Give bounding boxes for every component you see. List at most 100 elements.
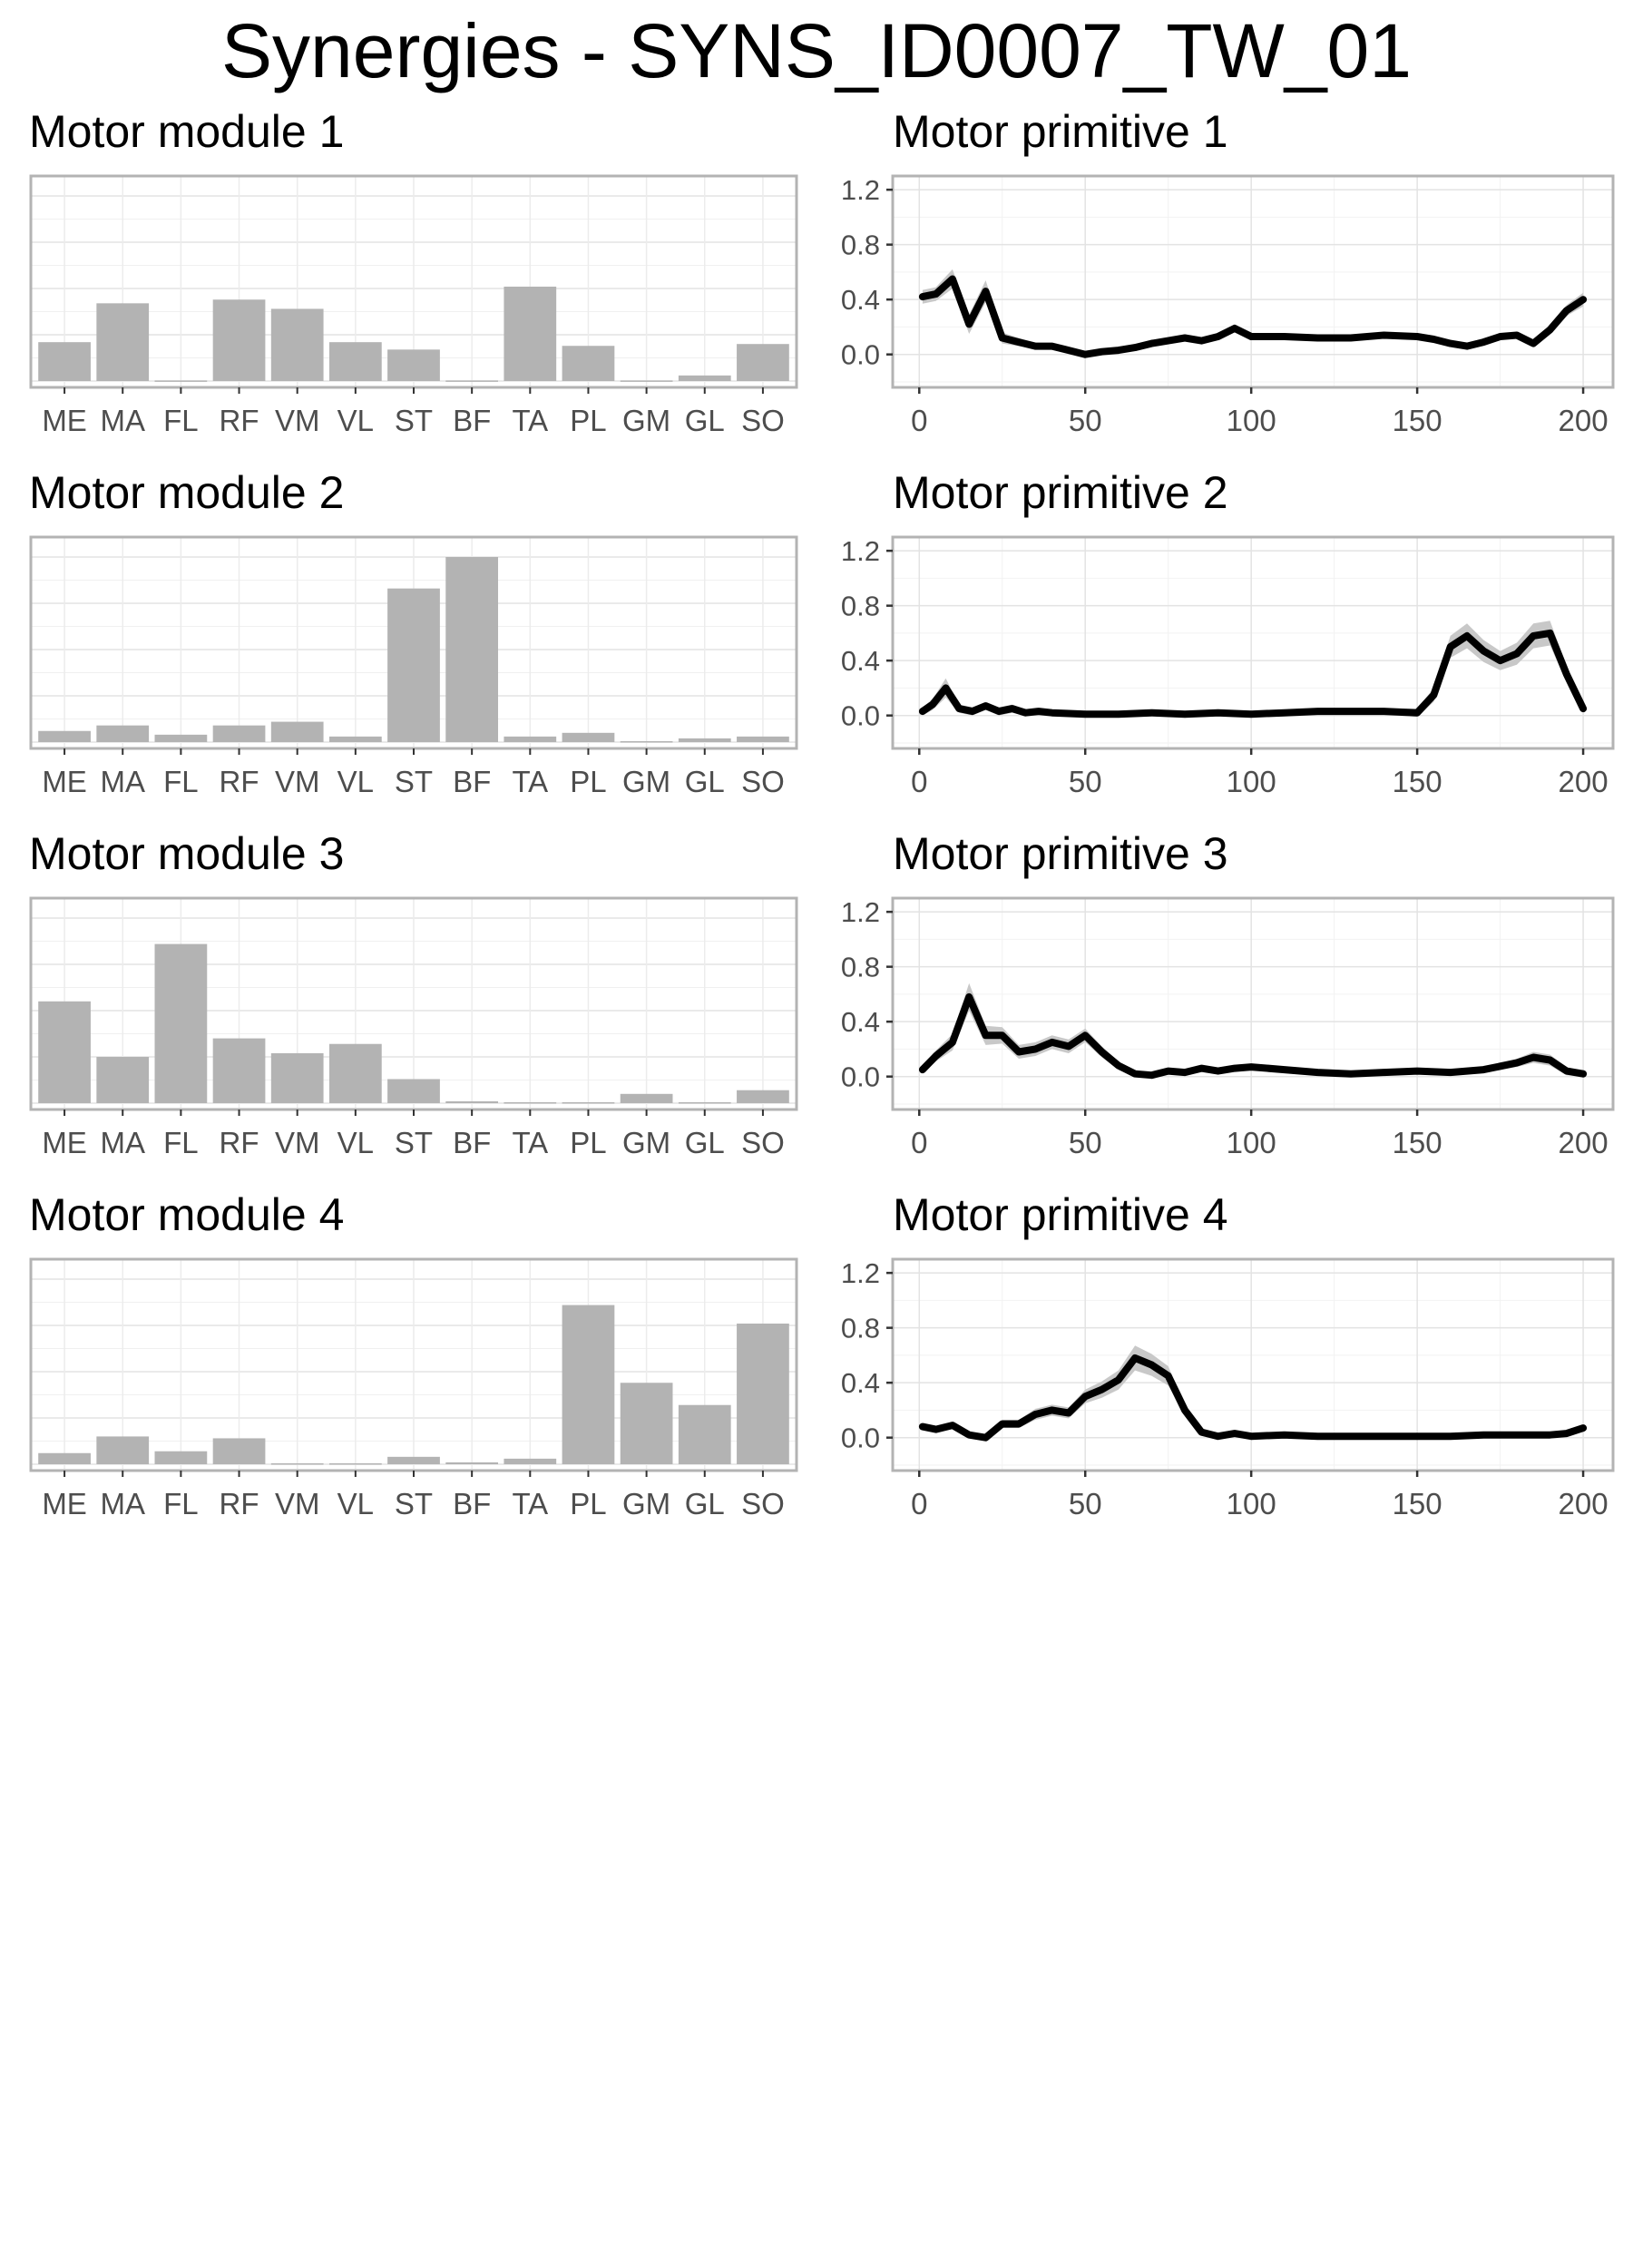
x-tick-label: 150 bbox=[1393, 1126, 1442, 1159]
x-tick-label: 0 bbox=[911, 765, 927, 798]
x-tick-label: 150 bbox=[1393, 765, 1442, 798]
x-tick-label-rf: RF bbox=[220, 1487, 259, 1520]
bar-pl bbox=[562, 346, 615, 381]
x-tick-label-pl: PL bbox=[570, 1126, 606, 1159]
x-tick-label: 200 bbox=[1559, 1126, 1609, 1159]
bar-vm bbox=[270, 308, 324, 381]
x-tick-label-gl: GL bbox=[685, 404, 725, 437]
bar-ta bbox=[504, 286, 557, 381]
bar-st bbox=[387, 1079, 440, 1103]
y-tick-label: 0.4 bbox=[841, 645, 880, 677]
line-chart-primitive-3: 0.0 0.4 0.8 1.2 0 50 100 150 200 bbox=[841, 896, 1615, 1159]
bar-gm bbox=[620, 1093, 673, 1103]
x-tick-label: 0 bbox=[911, 1487, 927, 1520]
x-tick-label-bf: BF bbox=[453, 404, 491, 437]
y-tick-label: 1.2 bbox=[841, 1257, 880, 1289]
panel-module-2: Motor module 2 ME MA FL RF VM VL ST BF TA PL GM GL S… bbox=[29, 463, 800, 798]
y-tick-label: 0.4 bbox=[841, 284, 880, 316]
line-chart-primitive-2: 0.0 0.4 0.8 1.2 0 50 100 150 200 bbox=[841, 535, 1615, 798]
x-tick-label-vl: VL bbox=[337, 1126, 374, 1159]
x-tick-label-pl: PL bbox=[570, 404, 606, 437]
x-tick-label: 100 bbox=[1227, 404, 1276, 437]
bar-so bbox=[737, 736, 789, 742]
line-chart-primitive-4: 0.0 0.4 0.8 1.2 0 50 100 150 200 bbox=[841, 1257, 1615, 1520]
bar-chart-module-2: ME MA FL RF VM VL ST BF TA PL GM GL SO bbox=[29, 535, 798, 798]
bar-gl bbox=[678, 1404, 731, 1464]
bar-ma bbox=[96, 1436, 150, 1464]
bar-rf bbox=[212, 299, 266, 381]
panel-title: Motor module 3 bbox=[29, 828, 345, 879]
x-tick-label-ma: MA bbox=[100, 1487, 145, 1520]
panel-primitive-4: Motor primitive 4 0.0 0.4 0.8 1.2 0 50 100 150 2… bbox=[827, 1185, 1617, 1520]
bar-bf bbox=[445, 1461, 499, 1464]
bar-chart-module-4: ME MA FL RF VM VL ST BF TA PL GM GL SO bbox=[29, 1257, 798, 1520]
series-line bbox=[918, 992, 1588, 1080]
bar-fl bbox=[154, 380, 208, 382]
x-tick-label-rf: RF bbox=[220, 765, 259, 798]
x-tick-label: 50 bbox=[1069, 1126, 1102, 1159]
x-tick-label-ma: MA bbox=[100, 404, 145, 437]
x-tick-label-st: ST bbox=[395, 765, 433, 798]
plot-background bbox=[893, 898, 1613, 1110]
y-tick-label: 0.4 bbox=[841, 1006, 880, 1038]
bar-vm bbox=[270, 1052, 324, 1103]
bar-me bbox=[38, 342, 91, 381]
x-tick-label-pl: PL bbox=[570, 765, 606, 798]
x-tick-label: 200 bbox=[1559, 765, 1609, 798]
x-tick-label-ta: TA bbox=[512, 404, 548, 437]
panel-module-3: Motor module 3 ME MA FL RF VM VL ST BF TA PL GM GL S… bbox=[29, 824, 800, 1159]
y-tick-label: 0.0 bbox=[841, 700, 880, 732]
bar-gl bbox=[678, 738, 731, 742]
panel-module-1: Motor module 1 ME MA FL RF VM VL ST BF TA PL GM GL S… bbox=[29, 102, 800, 437]
x-tick-label-so: SO bbox=[741, 1487, 785, 1520]
y-tick-label: 1.2 bbox=[841, 535, 880, 567]
x-tick-label-st: ST bbox=[395, 1487, 433, 1520]
bar-vl bbox=[328, 342, 382, 381]
panel-primitive-3: Motor primitive 3 0.0 0.4 0.8 1.2 0 50 100 150 2… bbox=[827, 824, 1617, 1159]
bar-pl bbox=[562, 1101, 615, 1104]
x-tick-label: 150 bbox=[1393, 1487, 1442, 1520]
x-tick-label-vl: VL bbox=[337, 765, 374, 798]
panel-title: Motor module 2 bbox=[29, 467, 345, 518]
bar-me bbox=[38, 1452, 91, 1464]
bar-bf bbox=[445, 1100, 499, 1103]
panel-title: Motor module 4 bbox=[29, 1189, 345, 1240]
x-tick-label-me: ME bbox=[42, 765, 87, 798]
x-tick-label-gl: GL bbox=[685, 1487, 725, 1520]
x-tick-label-so: SO bbox=[741, 404, 785, 437]
y-tick-label: 0.0 bbox=[841, 339, 880, 371]
y-tick-label: 0.0 bbox=[841, 1422, 880, 1454]
bar-ta bbox=[504, 1458, 557, 1464]
x-tick-label-me: ME bbox=[42, 1126, 87, 1159]
bar-fl bbox=[154, 943, 208, 1103]
panel-title: Motor module 1 bbox=[29, 106, 345, 157]
x-tick-label: 100 bbox=[1227, 1487, 1276, 1520]
bar-me bbox=[38, 1001, 91, 1103]
bar-pl bbox=[562, 732, 615, 742]
x-tick-label-rf: RF bbox=[220, 404, 259, 437]
x-tick-label-vm: VM bbox=[275, 1487, 320, 1520]
bar-so bbox=[737, 1323, 789, 1464]
y-tick-label: 0.8 bbox=[841, 591, 880, 622]
page-title: Synergies - SYNS_ID0007_TW_01 bbox=[221, 8, 1412, 93]
bar-gm bbox=[620, 380, 673, 382]
bar-st bbox=[387, 349, 440, 381]
y-tick-label: 0.8 bbox=[841, 230, 880, 261]
bar-ma bbox=[96, 1057, 150, 1103]
bar-so bbox=[737, 1090, 789, 1103]
y-tick-label: 1.2 bbox=[841, 174, 880, 206]
x-tick-label-ta: TA bbox=[512, 765, 548, 798]
plot-border bbox=[891, 174, 1615, 389]
x-tick-label-gm: GM bbox=[622, 1126, 670, 1159]
bar-so bbox=[737, 344, 789, 381]
x-tick-label-fl: FL bbox=[163, 765, 199, 798]
y-tick-label: 0.8 bbox=[841, 952, 880, 983]
bar-gl bbox=[678, 1101, 731, 1104]
bar-st bbox=[387, 588, 440, 742]
x-tick-label: 50 bbox=[1069, 1487, 1102, 1520]
panel-title: Motor primitive 2 bbox=[893, 467, 1228, 518]
x-tick-label-vm: VM bbox=[275, 1126, 320, 1159]
y-tick-label: 1.2 bbox=[841, 896, 880, 928]
bar-ta bbox=[504, 736, 557, 742]
line-chart-primitive-1: 0.0 0.4 0.8 1.2 0 50 100 150 200 bbox=[841, 174, 1615, 437]
